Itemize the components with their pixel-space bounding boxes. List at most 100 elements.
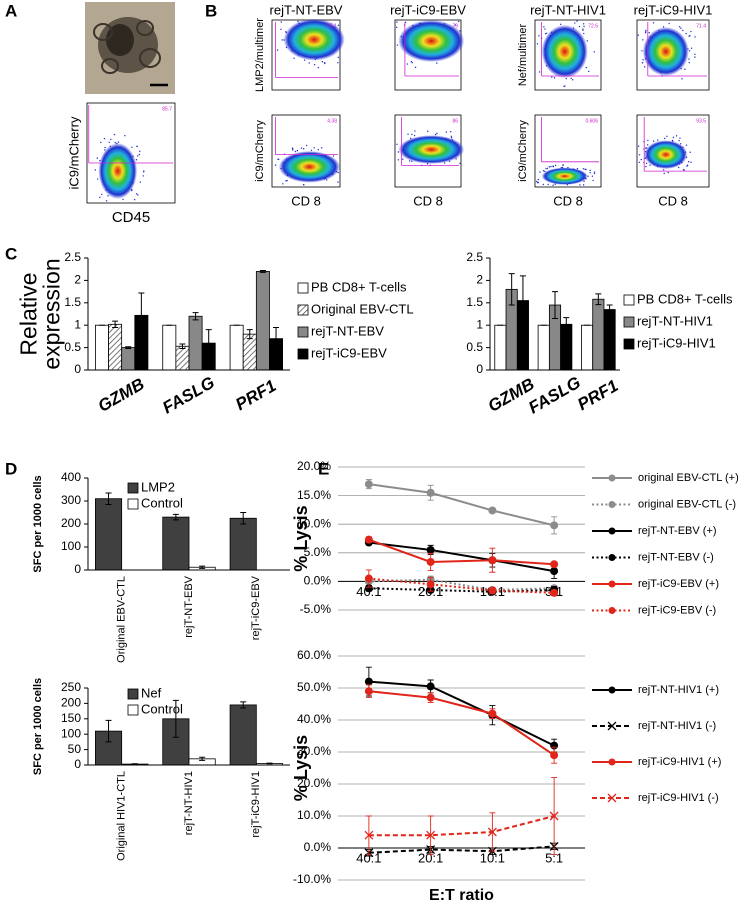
flow-y-label: iC9/mCherry — [66, 116, 81, 189]
y-tick-label: 150 — [61, 711, 81, 725]
error-bar — [240, 512, 247, 525]
gate-value: 79 — [452, 23, 458, 29]
flow-dot — [644, 31, 647, 33]
flow-density — [541, 167, 588, 185]
flow-dot — [137, 194, 139, 196]
flow-dot — [277, 158, 280, 160]
flow-dot — [582, 23, 585, 25]
flow-density — [398, 20, 465, 62]
flow-dot — [552, 165, 554, 167]
flow-x-label: CD45 — [112, 209, 150, 226]
flow-dot — [293, 57, 295, 59]
legend-marker — [608, 474, 616, 482]
flow-dot — [396, 44, 399, 46]
y-tick-label: 5.0% — [304, 545, 332, 559]
flow-dot — [337, 62, 339, 64]
legend-marker — [608, 580, 616, 588]
bar — [229, 704, 257, 766]
flow-dot — [450, 131, 452, 133]
legend-label: rejT-NT-HIV1 — [637, 313, 713, 328]
flow-dot — [133, 198, 136, 201]
flow-dot — [536, 180, 538, 183]
flow-dot — [652, 140, 655, 142]
flow-dot — [685, 32, 687, 35]
flow-density — [283, 18, 345, 61]
flow-dot — [337, 24, 340, 26]
y-tick-label: 0 — [476, 362, 483, 376]
error-bar — [199, 565, 206, 569]
flow-dot — [694, 56, 696, 58]
legend-swatch — [297, 304, 309, 316]
flow-dot — [562, 164, 564, 166]
legend-swatch — [623, 294, 635, 306]
flow-density — [642, 27, 689, 76]
flow-dot — [553, 77, 556, 79]
marker — [550, 567, 559, 576]
flow-dot — [410, 60, 412, 63]
flow-dot — [638, 154, 641, 156]
flow-dot — [303, 59, 306, 61]
flow-dot — [282, 183, 284, 185]
error-bar — [125, 346, 132, 349]
flow-dot — [643, 66, 646, 68]
x-tick-label: Original HIV1-CTL — [116, 771, 128, 861]
flow-dot — [537, 178, 540, 181]
marker — [549, 811, 559, 821]
flow-dot — [667, 171, 669, 174]
gate-value: 71.4 — [696, 23, 706, 29]
flow-dot — [546, 167, 549, 170]
flow-dot — [688, 50, 691, 52]
flow-dot — [576, 20, 578, 22]
legend-marker — [608, 758, 616, 766]
flow-y-label: LMP2/multimer — [254, 18, 266, 92]
flow-dot — [317, 67, 319, 69]
y-tick-label: 0 — [74, 362, 81, 376]
y-tick-label: 40.0% — [297, 712, 331, 726]
legend-label: rejT-iC9-EBV — [311, 345, 387, 360]
bar — [162, 516, 190, 571]
y-tick-label: 0.5 — [64, 340, 81, 354]
legend-label: rejT-iC9-HIV1 (-) — [638, 792, 719, 804]
flow-title: rejT-iC9-HIV1 — [634, 2, 713, 17]
legend-swatch — [297, 282, 309, 294]
flow-dot — [543, 26, 545, 28]
flow-dot — [681, 78, 683, 80]
x-tick-label: PRF1 — [574, 376, 621, 414]
flow-dot — [666, 135, 668, 138]
flow-dot — [544, 33, 547, 35]
flow-x-label: CD 8 — [291, 193, 321, 208]
error-bar — [205, 329, 212, 358]
flow-dot — [142, 175, 144, 177]
x-tick-label: FASLG — [159, 373, 218, 418]
flow-y-label: iC9/mCherry — [517, 120, 529, 182]
legend-label: rejT-iC9-EBV (+) — [638, 578, 719, 590]
flow-dot — [582, 28, 584, 30]
flow-dot — [642, 39, 644, 41]
flow-dot — [649, 164, 651, 166]
bar — [108, 323, 123, 371]
flow-x-label: CD 8 — [658, 193, 688, 208]
error-bar — [606, 304, 613, 315]
flow-dot — [565, 77, 568, 80]
legend-label: original EBV-CTL (+) — [638, 472, 739, 484]
x-tick-label: rejT-NT-EBV — [183, 575, 195, 637]
marker — [426, 830, 436, 840]
y-tick-label: 0 — [74, 562, 81, 576]
flow-dot — [542, 183, 545, 186]
y-tick-label: 0 — [74, 757, 81, 771]
legend-swatch — [297, 348, 309, 360]
y-tick-label: 200 — [61, 696, 81, 710]
y-tick-label: 15.0% — [297, 488, 331, 502]
flow-dot — [571, 79, 574, 81]
error-bar — [273, 326, 280, 351]
gate-value: 4.38 — [327, 118, 337, 124]
x-tick-label: 10:1 — [480, 850, 505, 865]
panel-label: A — [5, 1, 17, 20]
error-bar — [246, 329, 253, 340]
error-bar — [595, 293, 602, 306]
flow-dot — [646, 144, 649, 146]
flow-dot — [124, 135, 126, 137]
flow-dot — [591, 175, 594, 177]
flow-dot — [640, 158, 642, 161]
